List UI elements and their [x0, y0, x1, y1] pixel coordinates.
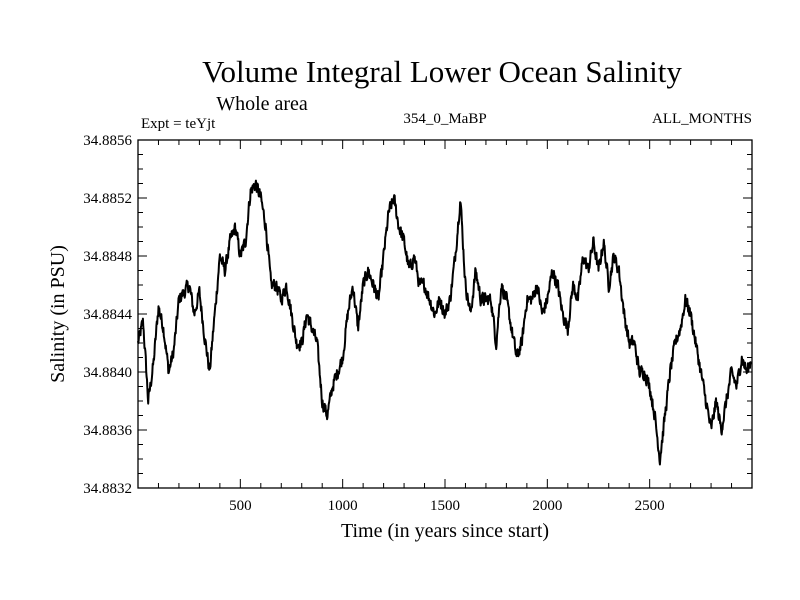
- x-tick-label: 1500: [430, 498, 460, 514]
- period-label: ALL_MONTHS: [652, 111, 752, 127]
- y-tick-label: 34.8836: [83, 423, 132, 439]
- y-tick-label: 34.8856: [83, 133, 132, 149]
- x-axis-ticks: 500 1000 1500 2000 2500: [157, 140, 733, 514]
- run-label: 354_0_MaBP: [403, 111, 486, 127]
- x-tick-label: 2500: [635, 498, 665, 514]
- x-axis-label: Time (in years since start): [341, 520, 549, 542]
- x-tick-label: 1000: [328, 498, 358, 514]
- y-tick-label: 34.8840: [83, 365, 132, 381]
- plot-frame: [137, 139, 753, 489]
- y-tick-label: 34.8832: [83, 481, 132, 497]
- y-axis-ticks: 34.8832 34.8836 34.8840 34.8844 34.8848 34.88…: [83, 133, 752, 497]
- chart-subtitle: Whole area: [216, 93, 308, 115]
- salinity-series-line: [137, 179, 753, 466]
- x-tick-label: 500: [229, 498, 252, 514]
- y-tick-label: 34.8848: [83, 249, 132, 265]
- x-tick-label: 2000: [532, 498, 562, 514]
- y-axis-label: Salinity (in PSU): [47, 245, 69, 383]
- y-tick-label: 34.8844: [83, 307, 132, 323]
- chart-title: Volume Integral Lower Ocean Salinity: [202, 54, 682, 89]
- experiment-label: Expt = teYjt: [141, 116, 216, 132]
- y-tick-label: 34.8852: [83, 191, 132, 207]
